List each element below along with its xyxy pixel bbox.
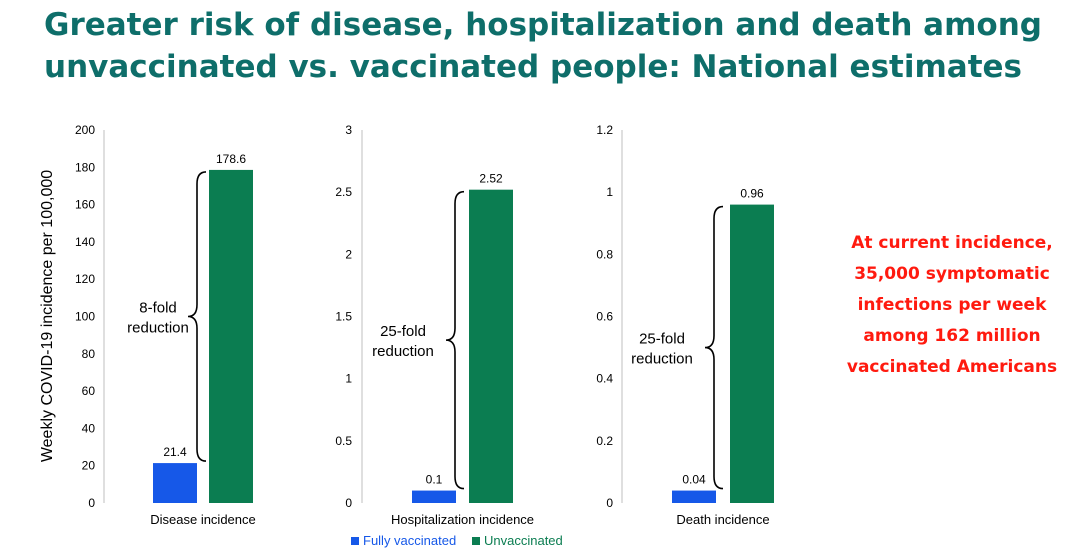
data-label-unvaccinated: 178.6 [216, 152, 246, 166]
reduction-brace [187, 171, 207, 462]
y-tick-label: 1 [345, 372, 352, 386]
callout-line-2: 35,000 symptomatic [854, 264, 1050, 284]
data-label-fully-vaccinated: 0.1 [426, 473, 443, 487]
y-tick-label: 0.5 [335, 434, 352, 448]
data-label-unvaccinated: 0.96 [740, 187, 764, 201]
bar-fully-vaccinated [672, 490, 716, 503]
legend-swatch-fully-vaccinated [351, 537, 359, 545]
y-tick-label: 1.5 [335, 310, 352, 324]
y-tick-label: 0 [345, 496, 352, 510]
legend-label-fully-vaccinated: Fully vaccinated [363, 533, 456, 548]
y-axis-title: Weekly COVID-19 incidence per 100,000 [39, 170, 56, 462]
y-tick-label: 180 [75, 160, 95, 174]
y-tick-label: 0.4 [596, 372, 613, 386]
y-tick-label: 2 [345, 247, 352, 261]
y-tick-label: 0 [88, 496, 95, 510]
callout-line-1: At current incidence, [851, 233, 1053, 253]
legend: Fully vaccinated Unvaccinated [351, 533, 563, 548]
y-tick-label: 0.8 [596, 247, 613, 261]
callout-text: At current incidence, 35,000 symptomatic… [832, 228, 1072, 383]
callout-line-5: vaccinated Americans [846, 357, 1058, 377]
data-label-unvaccinated: 2.52 [479, 172, 503, 186]
annotation-reduction: reduction [127, 320, 189, 337]
y-tick-label: 120 [75, 272, 95, 286]
bar-fully-vaccinated [412, 490, 456, 503]
y-tick-label: 0.2 [596, 434, 613, 448]
x-category-label: Hospitalization incidence [391, 512, 534, 527]
y-tick-label: 3 [345, 123, 352, 137]
y-tick-label: 40 [82, 421, 96, 435]
title-line-2: unvaccinated vs. vaccinated people: Nati… [44, 49, 1022, 85]
bar-unvaccinated [209, 169, 253, 503]
reduction-brace [445, 190, 465, 490]
annotation-reduction: reduction [372, 343, 434, 360]
y-tick-label: 200 [75, 123, 95, 137]
x-category-label: Disease incidence [150, 512, 256, 527]
y-tick-label: 100 [75, 310, 95, 324]
annotation-fold: 25-fold [639, 331, 685, 348]
y-tick-label: 160 [75, 198, 95, 212]
page-title: Greater risk of disease, hospitalization… [44, 4, 1064, 88]
callout-line-4: among 162 million [863, 326, 1041, 346]
bar-fully-vaccinated [153, 463, 197, 503]
legend-swatch-unvaccinated [472, 537, 480, 545]
bar-unvaccinated [469, 189, 513, 503]
y-tick-label: 140 [75, 235, 95, 249]
data-label-fully-vaccinated: 0.04 [682, 473, 706, 487]
bar-unvaccinated [730, 204, 774, 503]
title-line-1: Greater risk of disease, hospitalization… [44, 7, 1042, 43]
y-tick-label: 20 [82, 459, 96, 473]
y-tick-label: 0.6 [596, 310, 613, 324]
annotation-reduction: reduction [631, 351, 693, 368]
y-tick-label: 2.5 [335, 185, 352, 199]
y-tick-label: 1.2 [596, 123, 613, 137]
legend-label-unvaccinated: Unvaccinated [484, 533, 563, 548]
callout-line-3: infections per week [857, 295, 1047, 315]
x-category-label: Death incidence [676, 512, 769, 527]
annotation-fold: 8-fold [139, 300, 177, 317]
y-tick-label: 80 [82, 347, 96, 361]
y-tick-label: 0 [606, 496, 613, 510]
reduction-brace [704, 205, 724, 490]
y-tick-label: 60 [82, 384, 96, 398]
data-label-fully-vaccinated: 21.4 [163, 445, 187, 459]
annotation-fold: 25-fold [380, 323, 426, 340]
y-tick-label: 1 [606, 185, 613, 199]
